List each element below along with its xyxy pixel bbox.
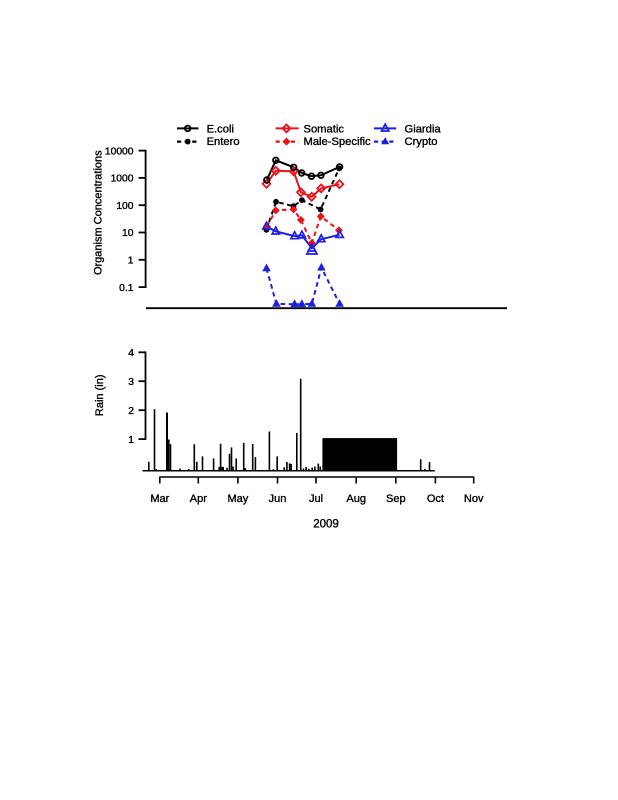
svg-text:Jul: Jul (309, 493, 323, 505)
svg-text:10: 10 (122, 228, 134, 239)
svg-text:Rain (in): Rain (in) (94, 375, 106, 417)
svg-text:Apr: Apr (190, 493, 207, 505)
svg-text:Aug: Aug (346, 493, 366, 505)
svg-text:Entero: Entero (207, 136, 240, 148)
svg-text:Nov: Nov (464, 493, 484, 505)
svg-text:3: 3 (128, 377, 134, 388)
svg-text:Sep: Sep (386, 493, 406, 505)
svg-text:E.coli: E.coli (207, 123, 234, 135)
svg-text:Somatic: Somatic (304, 123, 345, 135)
svg-text:2009: 2009 (313, 518, 339, 530)
svg-text:Crypto: Crypto (405, 136, 438, 148)
svg-text:Oct: Oct (427, 493, 444, 505)
svg-text:1: 1 (128, 435, 134, 446)
svg-text:Male-Specific: Male-Specific (304, 136, 372, 148)
svg-text:0.1: 0.1 (119, 283, 134, 294)
svg-text:100: 100 (116, 201, 133, 212)
svg-text:Organism Concentrations: Organism Concentrations (92, 150, 104, 275)
svg-text:Giardia: Giardia (405, 123, 442, 135)
svg-text:Mar: Mar (150, 493, 169, 505)
svg-text:Jun: Jun (269, 493, 287, 505)
svg-text:2: 2 (128, 406, 134, 417)
svg-text:1: 1 (128, 256, 134, 267)
svg-text:4: 4 (128, 348, 134, 359)
svg-text:10000: 10000 (105, 146, 134, 157)
svg-text:May: May (228, 493, 249, 505)
svg-text:1000: 1000 (111, 174, 134, 185)
